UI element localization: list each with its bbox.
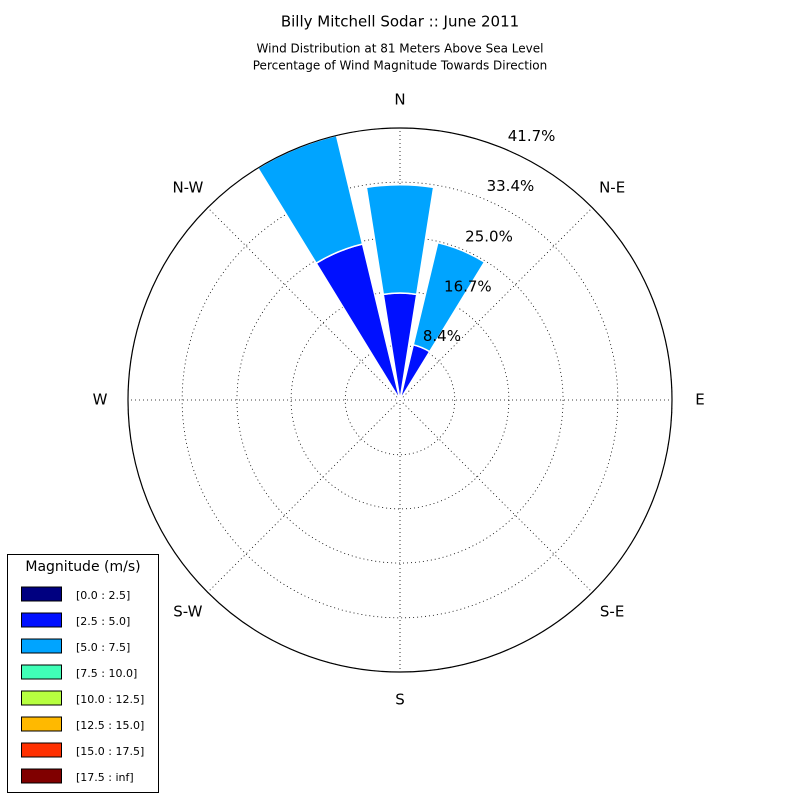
legend-label: [12.5 : 15.0] [76,719,144,732]
polar-frame [127,127,673,673]
legend-title: Magnitude (m/s) [25,559,140,575]
direction-label: S [395,691,405,709]
direction-label: S-W [173,603,202,621]
legend-swatch [21,638,62,654]
legend-swatch [21,664,62,680]
direction-label: N-W [172,178,203,196]
r-tick-label: 33.4% [487,177,535,195]
grid-circle [181,181,619,619]
grid-spoke [207,207,401,401]
direction-label: E [695,391,704,409]
legend-label: [15.0 : 17.5] [76,745,144,758]
bar-segment [382,292,418,401]
bar-segment [412,241,486,353]
legend-label: [0.0 : 2.5] [76,589,130,602]
legend-swatch [21,716,62,732]
direction-label: W [93,391,108,409]
legend-label: [7.5 : 10.0] [76,667,137,680]
chart-title: Billy Mitchell Sodar :: June 2011 [281,13,519,31]
chart-subtitle: Wind Distribution at 81 Meters Above Sea… [257,42,544,56]
grid-circle [344,344,456,456]
grid-spoke [207,399,401,593]
direction-label: S-E [600,603,624,621]
legend-swatch [21,742,62,758]
legend-label: [17.5 : inf] [76,771,134,784]
r-tick-label: 41.7% [508,127,556,145]
r-tick-label: 25.0% [465,228,513,246]
legend-label: [10.0 : 12.5] [76,693,144,706]
r-tick-label: 16.7% [444,277,492,295]
direction-label: N [394,91,405,109]
grid-spoke [399,399,593,593]
legend-label: [2.5 : 5.0] [76,615,130,628]
legend-swatch [21,612,62,628]
direction-label: N-E [599,178,625,196]
bar-segment [256,134,364,265]
grid-spoke [399,207,593,401]
legend-swatch [21,690,62,706]
legend-swatch [21,768,62,784]
bar-segment [365,183,435,296]
chart-subtitle: Percentage of Wind Magnitude Towards Dir… [253,59,547,73]
legend-swatch [21,586,62,602]
r-tick-label: 8.4% [423,327,461,345]
legend-label: [5.0 : 7.5] [76,641,130,654]
